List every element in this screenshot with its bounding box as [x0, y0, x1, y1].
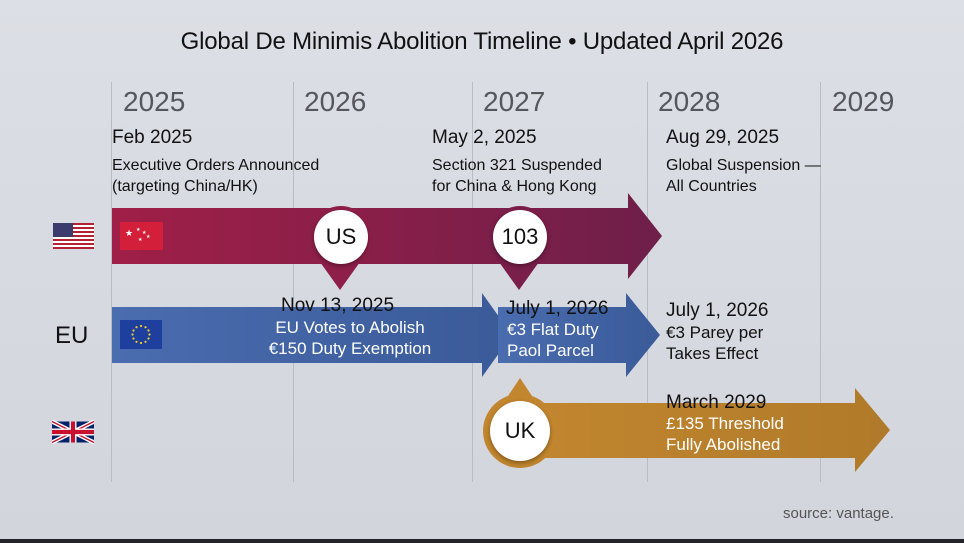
- uk-pin[interactable]: UK: [490, 401, 550, 461]
- event-description: Executive Orders Announced (targeting Ch…: [112, 155, 319, 197]
- event-date: Nov 13, 2025: [281, 295, 395, 316]
- event-desc-line: EU Votes to Abolish: [275, 318, 425, 337]
- eu-flag-icon: [120, 320, 162, 349]
- us-timeline-arrow: [112, 193, 662, 279]
- event-desc-line: Executive Orders Announced: [112, 157, 320, 174]
- event-desc-line: Takes Effect: [666, 344, 759, 363]
- eu-timeline-arrow: [112, 293, 512, 377]
- us-flag-icon: [53, 223, 94, 249]
- us-pin[interactable]: US: [314, 210, 368, 264]
- year-label: 2026: [304, 86, 367, 117]
- event-date: Feb 2025: [112, 127, 193, 148]
- event-date: July 1, 2026: [666, 300, 769, 321]
- year-label: 2029: [832, 86, 895, 117]
- svg-text:★: ★: [125, 228, 133, 238]
- event-description: €3 Parey per Takes Effect: [666, 322, 763, 364]
- event-desc-line: Section 321 Suspended: [432, 157, 602, 174]
- event-desc-line: €150 Duty Exemption: [268, 339, 432, 358]
- svg-text:★: ★: [142, 230, 147, 236]
- source-caption: source: vantage.: [783, 505, 894, 522]
- event-desc-line: All Countries: [666, 178, 757, 195]
- event-desc-line: for China & Hong Kong: [432, 178, 597, 195]
- gridline: [293, 82, 294, 482]
- event-description: €3 Flat Duty Paol Parcel: [497, 319, 637, 361]
- section-103-pin[interactable]: 103: [493, 210, 547, 264]
- svg-text:★: ★: [146, 234, 151, 240]
- event-desc-line: £135 Threshold: [666, 414, 784, 433]
- event-description: £135 Threshold Fully Abolished: [666, 413, 784, 455]
- uk-timeline-arrow: [520, 388, 890, 472]
- event-desc-line: (targeting China/HK): [112, 178, 258, 195]
- year-label: 2028: [658, 86, 721, 117]
- svg-text:★: ★: [136, 227, 141, 233]
- event-desc-line: €3 Flat Duty: [507, 320, 599, 339]
- pin-tail: [320, 262, 360, 290]
- bottom-bar: [0, 539, 964, 543]
- event-date: March 2029: [666, 392, 767, 413]
- pin-tail: [499, 262, 539, 290]
- gridline: [820, 82, 821, 482]
- year-label: 2025: [123, 86, 186, 117]
- event-desc-line: Fully Abolished: [666, 435, 781, 454]
- china-flag-icon: ★ ★ ★ ★ ★: [120, 222, 163, 250]
- event-date: May 2, 2025: [432, 127, 537, 148]
- gridline: [111, 82, 112, 482]
- year-label: 2027: [483, 86, 546, 117]
- page-title: Global De Minimis Abolition Timeline • U…: [180, 28, 784, 55]
- eu-timeline-arrow-2: [498, 293, 660, 377]
- event-desc-line: €3 Parey per: [666, 323, 764, 342]
- event-description: Global Suspension — All Countries: [666, 155, 821, 197]
- uk-flag-icon: [52, 419, 94, 445]
- svg-text:★: ★: [138, 237, 143, 243]
- event-desc-line: Global Suspension —: [666, 157, 821, 174]
- event-description: EU Votes to Abolish €150 Duty Exemption: [245, 317, 455, 359]
- event-date: Aug 29, 2025: [666, 127, 780, 148]
- event-desc-line: Paol Parcel: [507, 341, 594, 360]
- event-date: July 1, 2026: [506, 298, 609, 319]
- gridline: [472, 82, 473, 482]
- row-label-eu: EU: [55, 322, 89, 349]
- event-description: Section 321 Suspended for China & Hong K…: [432, 155, 602, 197]
- gridline: [647, 82, 648, 482]
